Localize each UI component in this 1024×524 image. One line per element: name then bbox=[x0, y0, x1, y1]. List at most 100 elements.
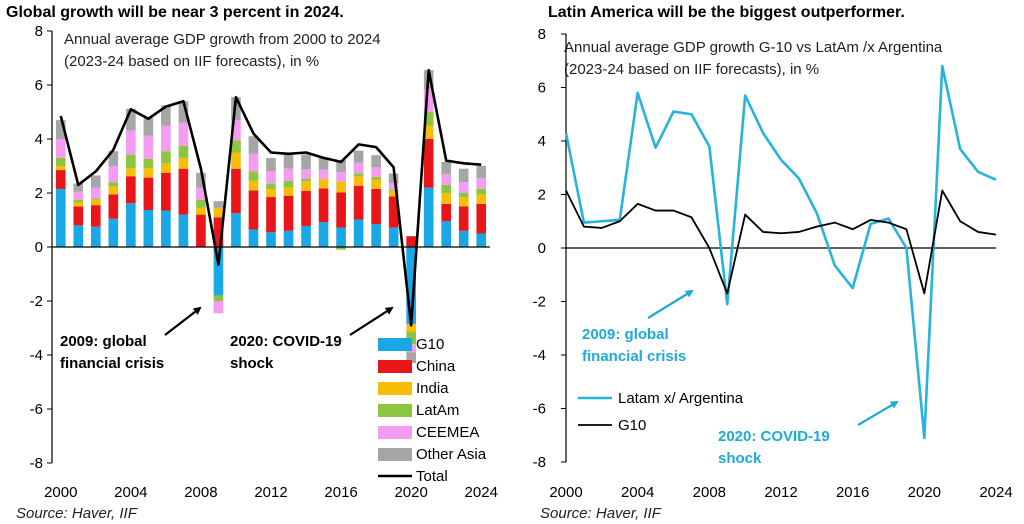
bar-segment-other-asia bbox=[441, 161, 452, 175]
left-annotation-covid-line-1: 2020: COVID-19 bbox=[230, 333, 342, 350]
bar-segment-other-asia bbox=[266, 157, 276, 172]
left-chart-subtitle-line-2: (2023-24 based on IIF forecasts), in % bbox=[64, 53, 319, 70]
bar-segment-g10 bbox=[178, 214, 189, 247]
bar-segment-india bbox=[318, 178, 329, 189]
bar-segment-ceemea bbox=[458, 182, 469, 193]
bar-segment-g10 bbox=[283, 230, 294, 247]
left-annotation-covid-line-2: shock bbox=[230, 355, 274, 372]
bar-segment-china bbox=[301, 190, 311, 226]
legend-swatch-latam bbox=[378, 404, 412, 417]
bar-segment-india bbox=[196, 207, 206, 215]
bar-segment-india bbox=[55, 166, 66, 171]
bar-segment-g10 bbox=[266, 232, 276, 247]
bar-segment-other-asia bbox=[196, 172, 206, 188]
bar-segment-ceemea bbox=[336, 172, 346, 182]
bar-segment-other-asia bbox=[406, 352, 416, 364]
legend-label: Latam x/ Argentina bbox=[618, 390, 744, 407]
bar-segment-other-asia bbox=[371, 155, 381, 168]
legend-label: G10 bbox=[416, 336, 444, 353]
bar-segment-g10 bbox=[108, 218, 119, 247]
bar-segment-latam bbox=[196, 199, 206, 208]
legend-label: LatAm bbox=[416, 402, 459, 419]
bar-segment-g10 bbox=[353, 219, 364, 247]
left-y-tick-label: 0 bbox=[35, 239, 43, 256]
bar-segment-ceemea bbox=[143, 135, 154, 159]
bar-segment-india bbox=[371, 179, 381, 189]
bar-segment-g10 bbox=[388, 227, 399, 247]
bar-segment-latam bbox=[248, 171, 259, 181]
g10-line bbox=[565, 189, 997, 295]
left-chart-title: Global growth will be near 3 percent in … bbox=[6, 4, 344, 21]
bar-segment-ceemea bbox=[231, 120, 241, 141]
right-y-tick-label: -8 bbox=[533, 454, 546, 471]
bar-segment-india bbox=[143, 168, 154, 178]
right-y-tick-label: -6 bbox=[533, 401, 546, 418]
bar-segment-other-asia bbox=[213, 201, 224, 208]
bar-segment-ceemea bbox=[178, 122, 189, 146]
bar-segment-g10 bbox=[143, 210, 154, 247]
right-chart-subtitle-line-2: (2023-24 based on IIF forecasts), in % bbox=[564, 61, 819, 78]
bar-segment-india bbox=[441, 193, 452, 204]
bar-segment-china bbox=[126, 176, 136, 204]
bar-segment-ceemea bbox=[161, 125, 171, 152]
right-x-tick-label: 2004 bbox=[621, 484, 654, 501]
bar-segment-other-asia bbox=[476, 166, 487, 179]
bar-segment-india bbox=[458, 197, 469, 207]
bar-segment-latam bbox=[161, 151, 171, 164]
left-chart-source: Source: Haver, IIF bbox=[16, 505, 138, 522]
bar-segment-latam bbox=[283, 180, 294, 188]
bar-segment-g10 bbox=[318, 222, 329, 247]
bar-segment-other-asia bbox=[55, 120, 66, 139]
legend-label: Other Asia bbox=[416, 446, 487, 463]
bar-segment-india bbox=[353, 176, 364, 186]
left-y-tick-label: -4 bbox=[30, 347, 43, 364]
bar-segment-g10 bbox=[248, 229, 259, 247]
right-arrow-gfc bbox=[647, 289, 694, 319]
legend-swatch-china bbox=[378, 360, 412, 373]
right-y-tick-label: 6 bbox=[538, 80, 546, 97]
bar-segment-china bbox=[213, 217, 224, 247]
bar-segment-ceemea bbox=[318, 169, 329, 179]
bar-segment-china bbox=[178, 168, 189, 215]
bar-segment-china bbox=[423, 139, 434, 188]
left-y-tick-label: -2 bbox=[30, 293, 43, 310]
left-x-tick-label: 2000 bbox=[44, 484, 77, 501]
bar-segment-india bbox=[108, 186, 119, 195]
right-x-tick-label: 2012 bbox=[764, 484, 797, 501]
bar-segment-other-asia bbox=[108, 151, 119, 166]
bar-segment-g10 bbox=[406, 247, 416, 324]
legend-label: G10 bbox=[618, 417, 646, 434]
left-y-tick-label: 8 bbox=[35, 23, 43, 40]
bar-segment-india bbox=[126, 168, 136, 177]
bar-segment-g10 bbox=[336, 227, 346, 247]
bar-segment-ceemea bbox=[283, 168, 294, 181]
bar-segment-other-asia bbox=[301, 154, 311, 170]
total-line bbox=[59, 68, 482, 327]
legend-label: China bbox=[416, 358, 456, 375]
bar-segment-china bbox=[73, 206, 84, 226]
bar-segment-china bbox=[266, 197, 276, 233]
right-annotation-covid-line-1: 2020: COVID-19 bbox=[718, 428, 830, 445]
left-x-tick-label: 2016 bbox=[324, 484, 357, 501]
bar-segment-ceemea bbox=[476, 178, 487, 189]
right-x-tick-label: 2020 bbox=[908, 484, 941, 501]
left-y-tick-label: 6 bbox=[35, 77, 43, 94]
bar-segment-ceemea bbox=[388, 183, 399, 190]
bar-segment-india bbox=[423, 125, 434, 139]
bar-segment-india bbox=[231, 152, 241, 169]
bar-segment-latam bbox=[458, 193, 469, 198]
left-y-tick-label: -6 bbox=[30, 401, 43, 418]
bar-segment-china bbox=[476, 203, 487, 234]
bar-segment-india bbox=[90, 199, 101, 206]
bar-segment-latam bbox=[441, 184, 452, 193]
bar-segment-india bbox=[283, 187, 294, 196]
bar-segment-g10 bbox=[301, 225, 311, 247]
bar-segment-ceemea bbox=[371, 167, 381, 177]
bar-segment-china bbox=[441, 203, 452, 222]
left-x-tick-label: 2024 bbox=[465, 484, 498, 501]
bar-segment-latam bbox=[266, 183, 276, 189]
bar-segment-india bbox=[178, 157, 189, 169]
bar-segment-ceemea bbox=[90, 187, 101, 199]
bar-segment-g10 bbox=[55, 188, 66, 247]
bar-segment-china bbox=[196, 214, 206, 247]
